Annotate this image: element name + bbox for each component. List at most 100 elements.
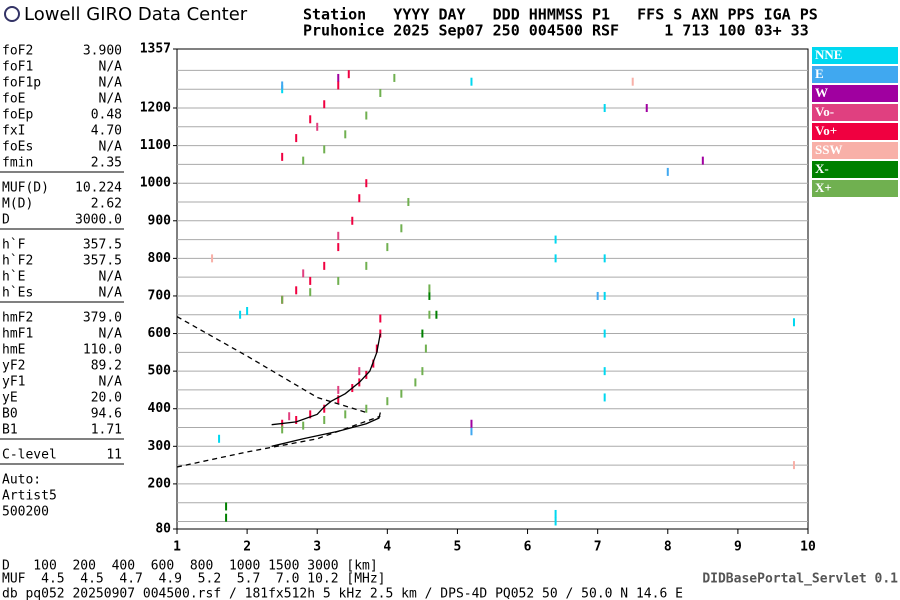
echo (414, 378, 417, 387)
legend-box (812, 161, 898, 178)
param-label: B1 (2, 423, 18, 438)
header-line: Pruhonice 2025 Sep07 250 004500 RSF 1 71… (303, 22, 809, 40)
echo (554, 517, 557, 526)
param-value: N/A (99, 270, 123, 285)
echo (281, 81, 284, 90)
legend-box (812, 104, 898, 121)
echo (358, 194, 361, 203)
profile-line (271, 333, 381, 426)
echo (281, 425, 284, 434)
echo (344, 410, 347, 419)
legend-label: NNE (815, 47, 842, 62)
legend-label: Vo- (815, 104, 834, 119)
param-value: 11 (106, 448, 122, 463)
echo (302, 156, 305, 165)
echo (372, 359, 375, 368)
echo (316, 122, 319, 131)
param-label: fxI (2, 124, 25, 139)
note: Auto: (2, 473, 41, 488)
echo (351, 216, 354, 225)
echo (365, 179, 368, 188)
muf-line: MUF 4.5 4.5 4.7 4.9 5.2 5.7 7.0 10.2 [MH… (2, 572, 386, 587)
param-label: B0 (2, 407, 18, 422)
legend-label: X- (815, 161, 829, 176)
param-value: 3.900 (83, 44, 122, 59)
profile-line (271, 412, 381, 447)
x-tick-label: 6 (524, 540, 532, 555)
param-label: MUF(D) (2, 181, 49, 196)
param-value: N/A (99, 76, 123, 91)
echo (554, 254, 557, 263)
x-tick-label: 8 (664, 540, 672, 555)
echo (666, 167, 669, 176)
param-label: yF1 (2, 375, 25, 390)
echo (603, 329, 606, 338)
echo (288, 412, 291, 421)
echo (375, 344, 378, 353)
echo (309, 410, 312, 419)
legend-box (812, 47, 898, 64)
param-value: 1.71 (91, 423, 122, 438)
y-tick-label: 1200 (140, 101, 171, 116)
echo (792, 318, 795, 327)
x-tick-label: 4 (383, 540, 391, 555)
param-label: yF2 (2, 359, 25, 374)
echo (603, 393, 606, 402)
legend-label: W (815, 85, 828, 100)
legend-box (812, 142, 898, 159)
echo (323, 261, 326, 270)
echo (281, 152, 284, 161)
param-label: h`Es (2, 286, 33, 301)
echo (323, 100, 326, 109)
x-tick-label: 1 (173, 540, 181, 555)
echo (218, 434, 221, 443)
echo (631, 77, 634, 86)
echo (295, 415, 298, 424)
echo (386, 397, 389, 406)
echo (337, 276, 340, 285)
echo (225, 513, 228, 522)
x-tick-label: 2 (243, 540, 251, 555)
legend-label: E (815, 66, 824, 81)
echo (554, 509, 557, 518)
header-line: Station YYYY DAY DDD HHMMSS P1 FFS S AXN… (303, 6, 818, 24)
legend-box (812, 66, 898, 83)
x-tick-label: 10 (800, 540, 816, 555)
param-value: 110.0 (83, 343, 122, 358)
echo (211, 254, 214, 263)
param-value: N/A (99, 60, 123, 75)
echo (400, 224, 403, 233)
param-value: N/A (99, 140, 123, 155)
x-tick-label: 3 (313, 540, 321, 555)
echo (421, 367, 424, 376)
echo (470, 427, 473, 436)
x-tick-label: 9 (734, 540, 742, 555)
echo (603, 254, 606, 263)
echo (302, 269, 305, 278)
y-tick-label: 600 (148, 326, 172, 341)
param-value: 2.35 (91, 156, 122, 171)
echo (309, 288, 312, 297)
param-value: 4.70 (91, 124, 122, 139)
echo (701, 156, 704, 165)
y-tick-label: 1000 (140, 176, 171, 191)
echo (407, 197, 410, 206)
param-label: foEp (2, 108, 33, 123)
x-tick-label: 5 (454, 540, 462, 555)
echo (393, 73, 396, 82)
echo (603, 291, 606, 300)
echo (365, 261, 368, 270)
echo (295, 286, 298, 295)
echo (379, 88, 382, 97)
param-value: 357.5 (83, 238, 122, 253)
note: Artist5 (2, 489, 57, 504)
logo-icon (4, 6, 20, 22)
legend-label: X+ (815, 180, 832, 195)
y-tick-label: 80 (155, 522, 171, 537)
note: 500200 (2, 505, 49, 520)
param-label: h`F2 (2, 254, 33, 269)
echo (365, 404, 368, 413)
param-value: 3000.0 (75, 213, 122, 228)
param-label: D (2, 213, 10, 228)
